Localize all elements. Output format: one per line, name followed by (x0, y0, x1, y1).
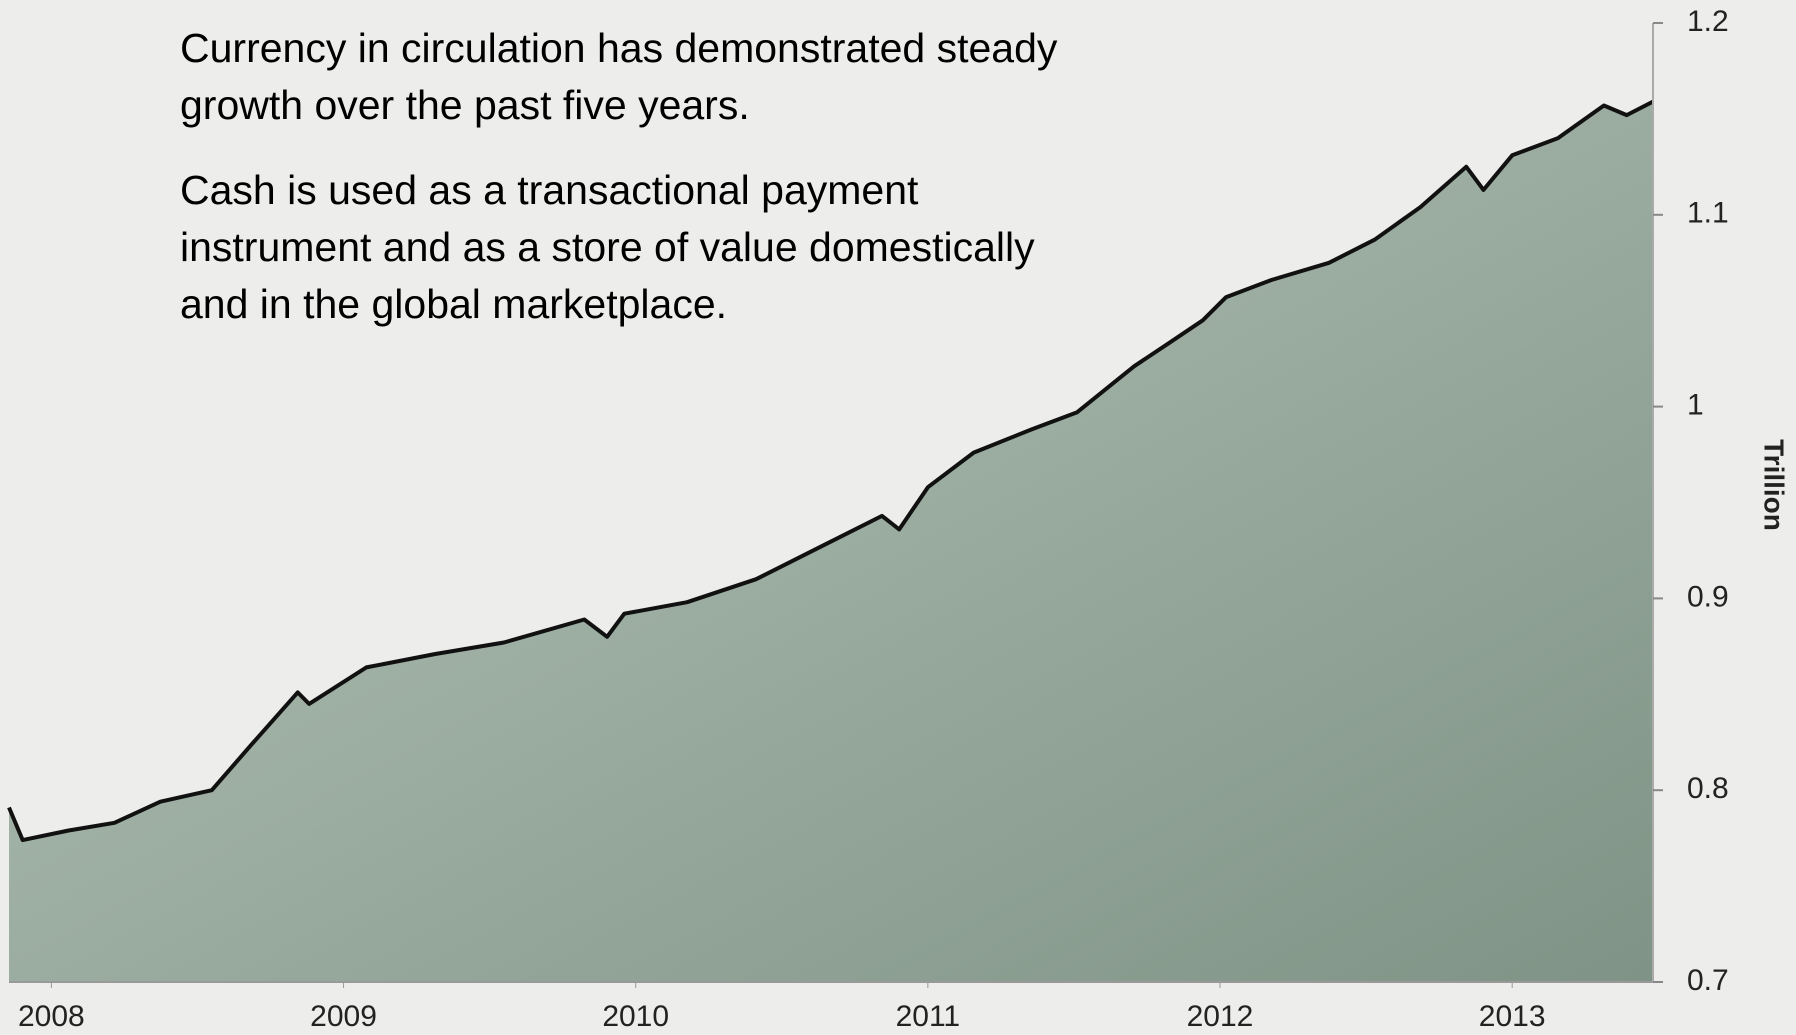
x-tick-label: 2010 (602, 1000, 669, 1033)
x-tick-label: 2009 (310, 1000, 377, 1033)
page: 0.7 0.8 0.9 1 1.1 1.2 2008 2009 2010 2011 2012 2013… (0, 0, 1796, 1035)
y-tick-label: 0.7 (1687, 964, 1729, 997)
text-block: Currency in circulation has demonstrated… (180, 20, 1070, 361)
y-tick-label: 0.9 (1687, 580, 1729, 613)
y-tick-label: 1.2 (1687, 5, 1729, 38)
x-tick-label: 2011 (896, 1000, 961, 1033)
y-tick-label: 0.8 (1687, 772, 1729, 805)
x-tick-label: 2013 (1479, 1000, 1546, 1033)
paragraph: Currency in circulation has demonstrated… (180, 20, 1070, 134)
x-tick-label: 2012 (1187, 1000, 1254, 1033)
x-tick-label: 2008 (18, 1000, 85, 1033)
y-axis-label: Trillion (1759, 439, 1790, 531)
y-tick-label: 1 (1687, 389, 1704, 422)
paragraph: Cash is used as a transactional payment … (180, 162, 1070, 333)
y-tick-label: 1.1 (1687, 197, 1729, 230)
